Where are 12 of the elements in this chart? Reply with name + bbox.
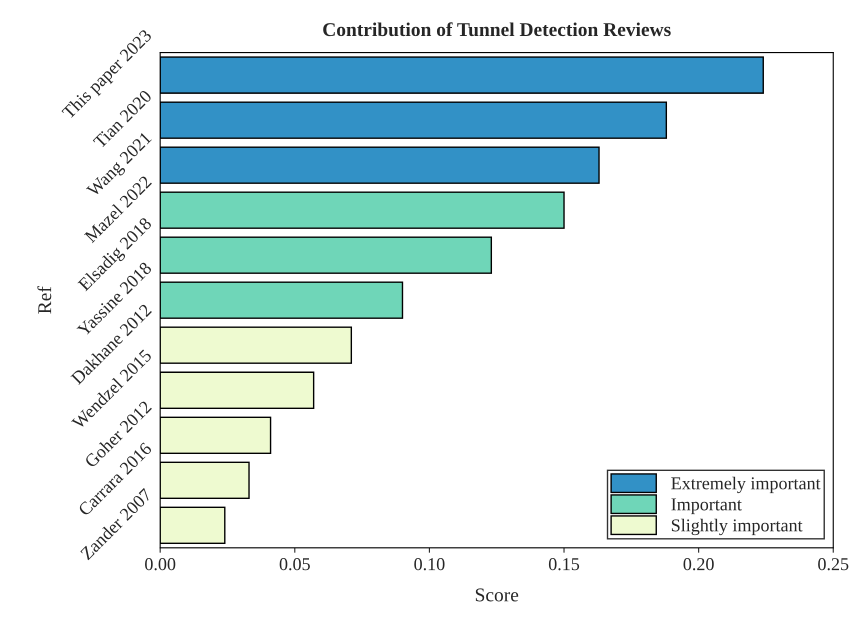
x-axis-title: Score — [476, 588, 518, 602]
x-tick-label: 0.00 — [145, 558, 176, 570]
x-tick-label: 0.10 — [414, 558, 445, 570]
x-tick-label: 0.15 — [548, 558, 580, 570]
x-tick-label: 0.25 — [818, 558, 848, 570]
legend-label: Slightly important — [672, 518, 803, 536]
y-axis-title: Ref — [37, 286, 52, 314]
legend-label: Extremely important — [671, 476, 821, 494]
x-tick-label: 0.20 — [684, 558, 714, 570]
legend-label: Important — [671, 498, 742, 514]
x-tick-label: 0.05 — [280, 558, 310, 570]
chart-title: Contribution of Tunnel Detection Reviews — [323, 22, 671, 36]
